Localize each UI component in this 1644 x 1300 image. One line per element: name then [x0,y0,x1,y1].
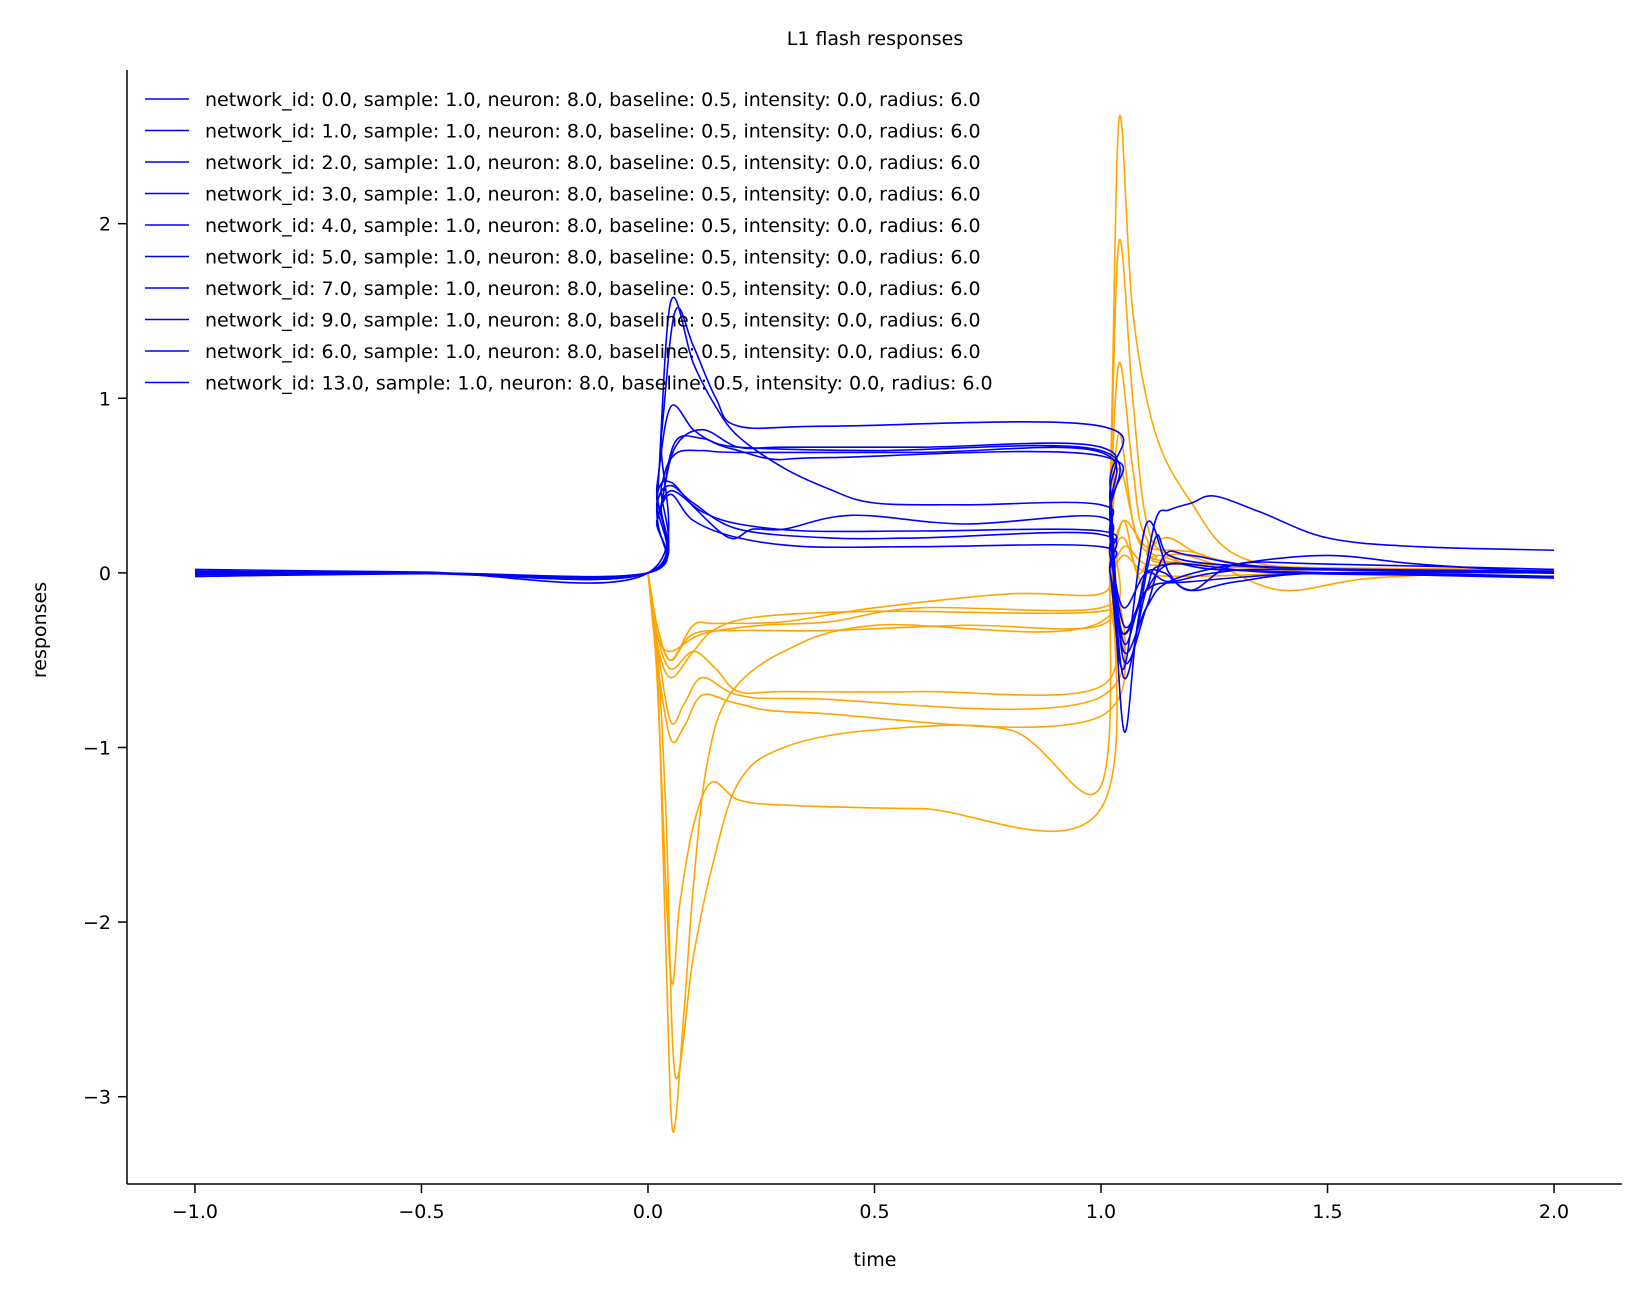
legend-entry: network_id: 7.0, sample: 1.0, neuron: 8.… [205,278,981,300]
series-line-orange-17 [647,519,1555,661]
y-tick-label: 0 [99,563,111,585]
legend-entry: network_id: 0.0, sample: 1.0, neuron: 8.… [205,89,981,111]
legend-entry: network_id: 4.0, sample: 1.0, neuron: 8.… [205,215,981,237]
x-ticks: −1.0 −0.5 0.0 0.5 1.0 1.5 2.0 [172,1184,1569,1223]
legend-entry: network_id: 9.0, sample: 1.0, neuron: 8.… [205,310,981,332]
y-ticks: −3 −2 −1 0 1 2 [83,214,127,1109]
legend: network_id: 0.0, sample: 1.0, neuron: 8.… [145,89,993,395]
x-axis-label: time [854,1249,897,1271]
y-tick-label: 1 [99,388,111,410]
legend-entry: network_id: 3.0, sample: 1.0, neuron: 8.… [205,184,981,206]
x-tick-label: 1.0 [1086,1201,1116,1223]
series-line-orange-13 [647,432,1555,725]
x-tick-label: 2.0 [1539,1201,1569,1223]
y-axis-label: responses [29,582,51,678]
series-line-blue-7 [195,489,1555,609]
y-tick-label: 2 [99,214,111,236]
chart-title: L1 flash responses [787,28,964,50]
legend-entry: network_id: 1.0, sample: 1.0, neuron: 8.… [205,121,981,143]
x-tick-label: −0.5 [398,1201,444,1223]
y-tick-label: −2 [83,912,111,934]
series-line-blue-3 [194,446,1555,680]
series-line-orange-10 [647,114,1555,1133]
legend-entry: network_id: 6.0, sample: 1.0, neuron: 8.… [205,341,981,363]
series-line-orange-19 [647,554,1555,679]
x-tick-label: 0.0 [633,1201,663,1223]
legend-entry: network_id: 13.0, sample: 1.0, neuron: 8… [205,373,993,395]
series-line-orange-14 [647,467,1555,744]
series-line-orange-12 [647,362,1555,1080]
series-line-blue-9 [195,296,1555,655]
legend-entry: network_id: 2.0, sample: 1.0, neuron: 8.… [205,152,981,174]
x-tick-label: 0.5 [859,1201,889,1223]
x-tick-label: 1.5 [1312,1201,1342,1223]
series-line-orange-16 [647,519,1555,653]
y-tick-label: −3 [83,1087,111,1109]
series-line-blue-0 [194,307,1555,635]
x-tick-label: −1.0 [172,1201,218,1223]
series-layer [194,114,1555,1133]
series-line-orange-15 [647,536,1555,662]
series-line-blue-6 [194,484,1555,670]
legend-entry: network_id: 5.0, sample: 1.0, neuron: 8.… [205,247,981,269]
y-tick-label: −1 [83,737,111,759]
